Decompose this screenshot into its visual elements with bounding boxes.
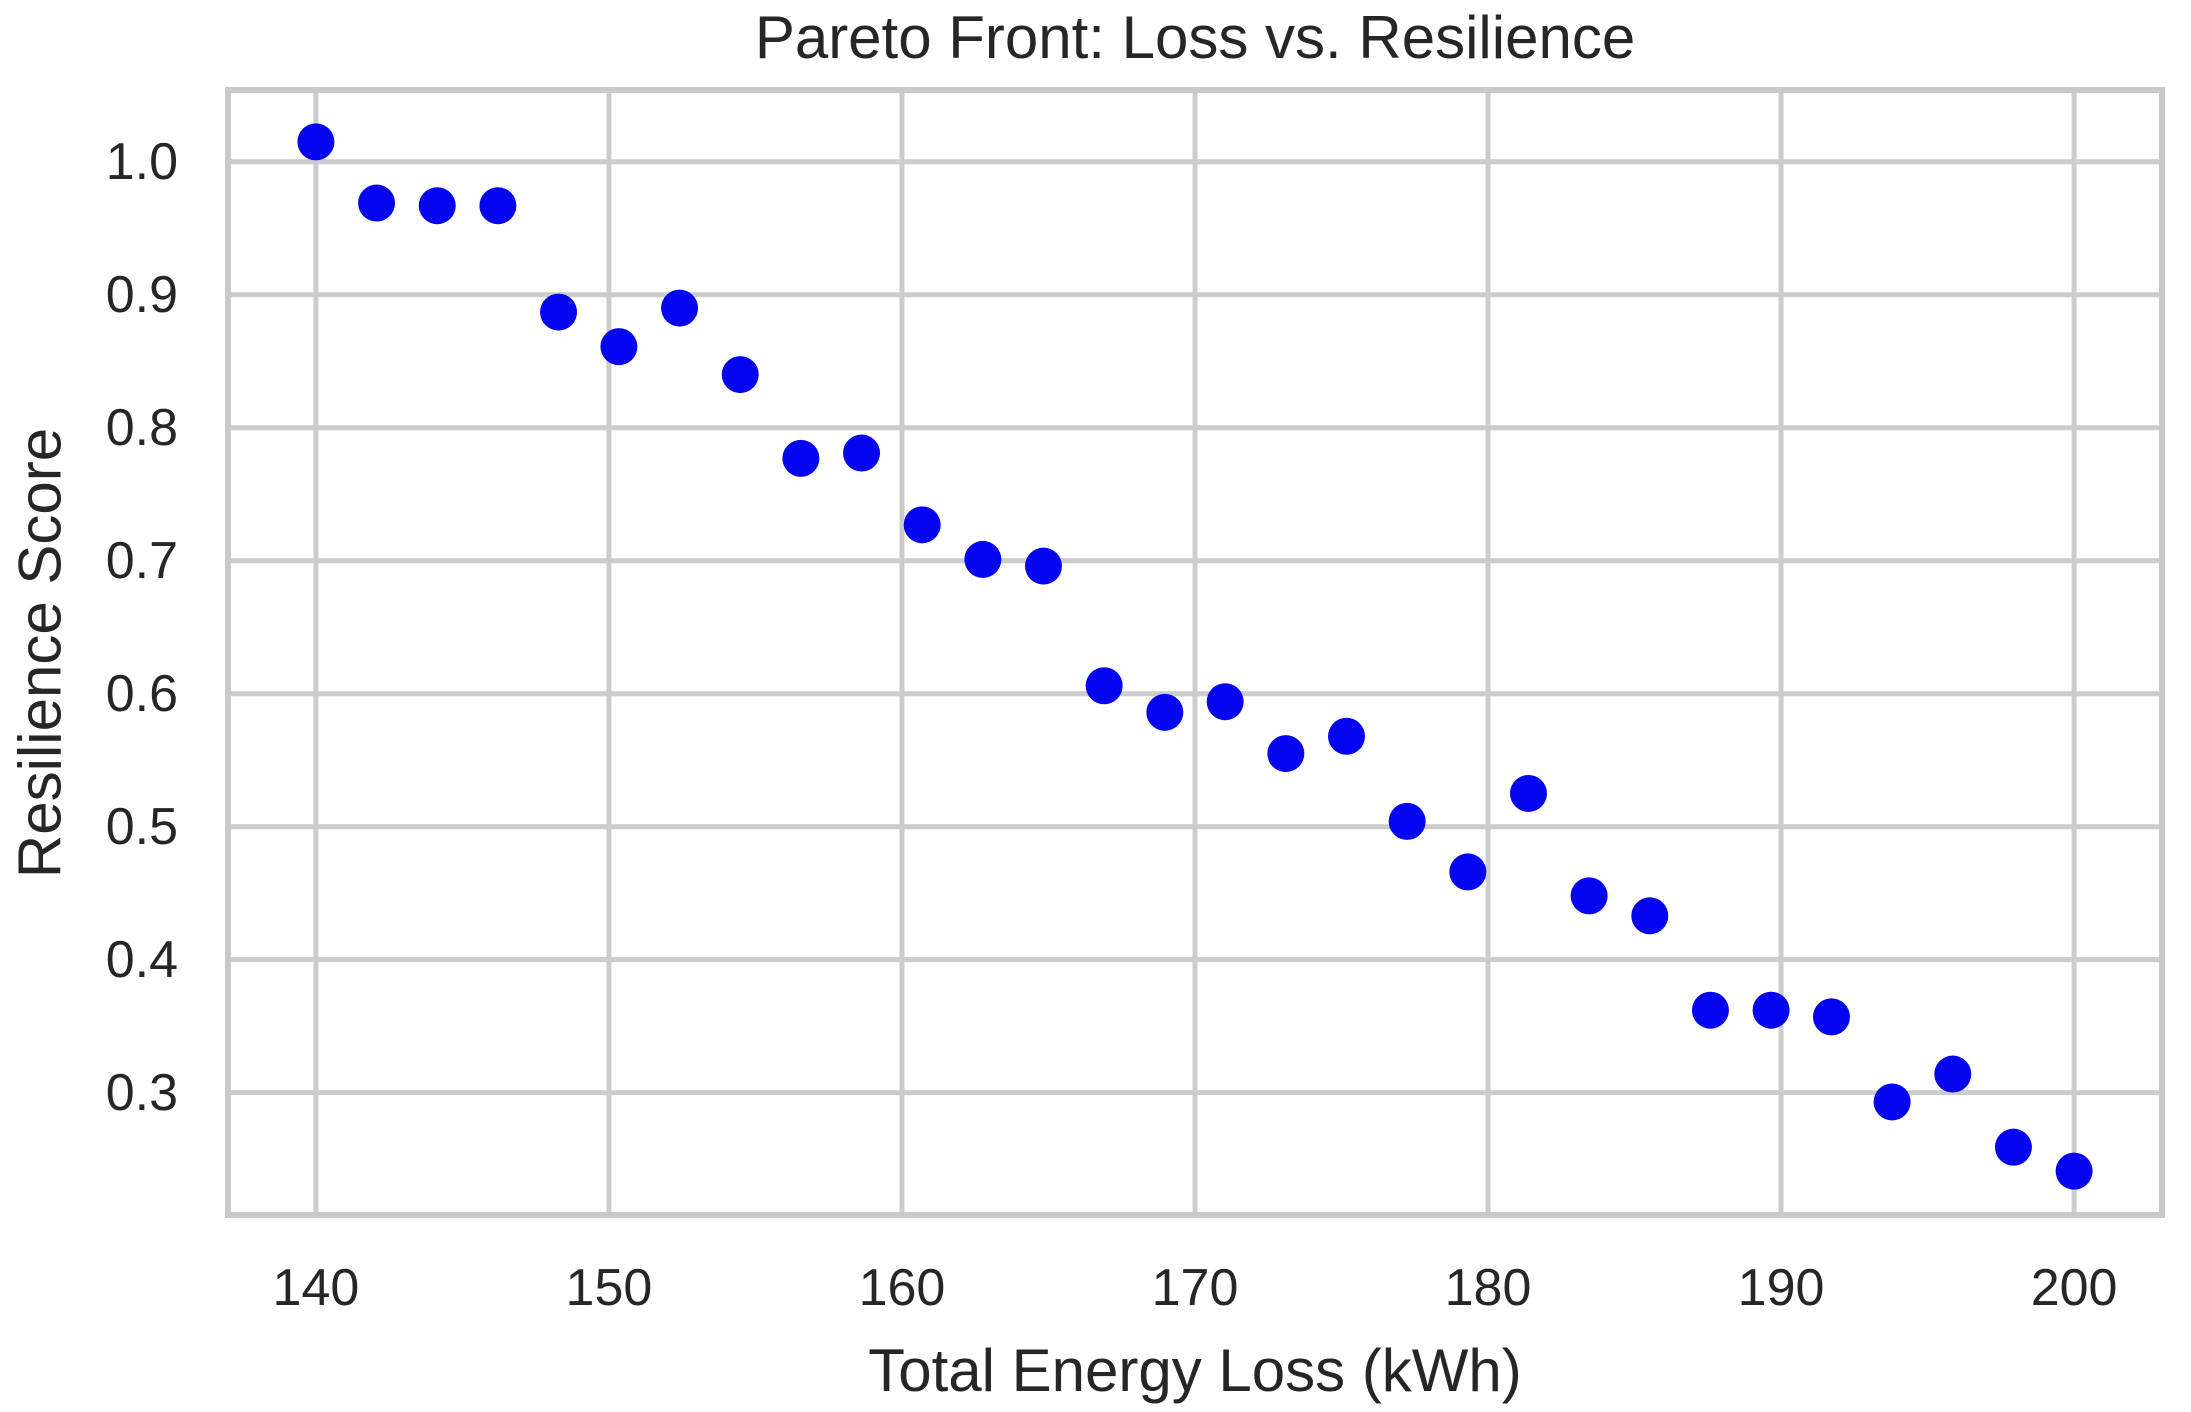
data-point xyxy=(1934,1055,1972,1093)
x-tick-label: 180 xyxy=(1444,1259,1532,1317)
y-tick-label: 0.4 xyxy=(105,930,178,989)
data-point xyxy=(964,540,1002,578)
data-point xyxy=(1449,853,1487,891)
data-point xyxy=(1085,667,1123,705)
data-point xyxy=(297,123,335,161)
data-point xyxy=(479,187,517,225)
x-tick-label: 150 xyxy=(565,1259,653,1317)
y-axis-label: Resilience Score xyxy=(6,427,74,878)
data-point xyxy=(1631,897,1669,935)
data-point xyxy=(661,289,699,327)
data-point xyxy=(1873,1083,1911,1121)
y-tick-label: 0.6 xyxy=(105,664,178,723)
data-point xyxy=(2055,1152,2093,1190)
plot-spines xyxy=(225,87,2165,1218)
data-point xyxy=(1388,802,1426,840)
x-tick-label: 140 xyxy=(272,1259,360,1317)
data-point xyxy=(1812,998,1850,1036)
y-tick-label: 0.3 xyxy=(105,1063,178,1122)
data-point xyxy=(418,187,456,225)
y-tick-label: 0.7 xyxy=(105,531,178,590)
data-point xyxy=(1994,1128,2032,1166)
data-point xyxy=(1267,735,1305,773)
data-point xyxy=(721,356,759,394)
data-point xyxy=(358,184,396,222)
data-point xyxy=(540,293,578,331)
y-tick-label: 0.9 xyxy=(105,265,178,324)
data-point xyxy=(1206,683,1244,721)
data-point xyxy=(903,506,941,544)
x-tick-label: 190 xyxy=(1737,1259,1825,1317)
data-point xyxy=(1025,547,1063,585)
data-point xyxy=(1570,877,1608,915)
data-point xyxy=(1691,991,1729,1029)
y-tick-label: 1.0 xyxy=(105,132,178,191)
data-point xyxy=(600,328,638,366)
data-point xyxy=(782,439,820,477)
chart-title: Pareto Front: Loss vs. Resilience xyxy=(754,4,1636,71)
data-point xyxy=(1146,693,1184,731)
data-point xyxy=(1327,717,1365,755)
y-tick-label: 0.8 xyxy=(105,398,178,457)
y-tick-label: 0.5 xyxy=(105,797,178,856)
data-point xyxy=(1509,774,1547,812)
x-axis-label: Total Energy Loss (kWh) xyxy=(868,1337,1522,1404)
data-point xyxy=(1752,991,1790,1029)
x-tick-label: 200 xyxy=(2030,1259,2118,1317)
x-tick-label: 160 xyxy=(858,1259,946,1317)
data-point xyxy=(843,434,881,472)
x-tick-label: 170 xyxy=(1151,1259,1239,1317)
